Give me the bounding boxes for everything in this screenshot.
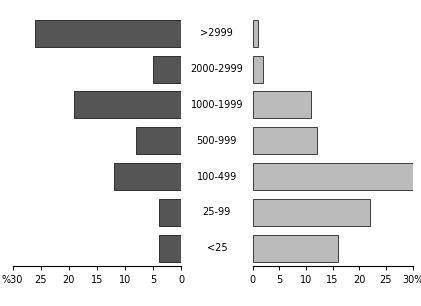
Bar (253, 199, 370, 226)
Text: 25-99: 25-99 (203, 207, 231, 218)
Bar (159, 235, 181, 262)
Bar (153, 56, 181, 83)
Text: 2000-2999: 2000-2999 (190, 64, 243, 74)
Bar (136, 127, 181, 154)
Bar (253, 163, 413, 190)
Text: >2999: >2999 (200, 28, 233, 38)
Text: 100-499: 100-499 (197, 172, 237, 181)
Bar (75, 91, 181, 118)
Bar (253, 127, 317, 154)
Text: 500-999: 500-999 (197, 136, 237, 146)
Bar (253, 20, 258, 47)
Text: <25: <25 (207, 243, 227, 253)
Bar (253, 91, 311, 118)
Bar (159, 199, 181, 226)
Bar (253, 235, 338, 262)
Text: 1000-1999: 1000-1999 (191, 100, 243, 110)
Bar (114, 163, 181, 190)
Bar (35, 20, 181, 47)
Bar (253, 56, 263, 83)
